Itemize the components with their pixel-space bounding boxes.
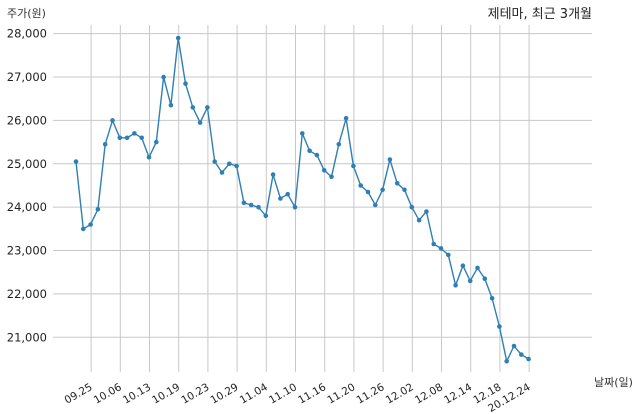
data-point (175, 35, 181, 41)
data-point (241, 200, 247, 206)
data-point (248, 202, 254, 208)
price-series-line (75, 37, 529, 364)
data-point (475, 265, 480, 271)
x-tick-label: 11.10 (267, 381, 299, 406)
y-axis-title: 주가(원) (7, 7, 46, 20)
y-tick-label: 21,000 (7, 330, 47, 344)
x-tick-label: 12.14 (442, 381, 474, 407)
x-axis-title: 날짜(일) (594, 375, 633, 389)
data-point (438, 246, 444, 251)
data-point (467, 278, 473, 284)
y-tick-label: 25,000 (7, 157, 47, 171)
data-point (73, 159, 79, 164)
data-point (351, 163, 356, 169)
data-point (526, 356, 531, 362)
data-point (402, 187, 407, 193)
data-point (511, 343, 517, 349)
data-point (168, 102, 174, 108)
data-point (321, 168, 327, 173)
data-point (365, 189, 371, 195)
data-point (132, 131, 137, 136)
data-point (190, 105, 196, 110)
data-point (394, 181, 400, 186)
data-point (416, 217, 422, 223)
x-tick-label: 11.26 (355, 381, 387, 407)
x-tick-label: 11.04 (238, 381, 270, 407)
data-point (424, 209, 429, 214)
y-tick-label: 28,000 (7, 27, 47, 41)
data-point (431, 241, 437, 247)
y-tick-label: 27,000 (7, 70, 47, 84)
data-point (453, 283, 458, 288)
data-point (212, 159, 217, 164)
data-point (124, 135, 130, 141)
data-point (307, 148, 312, 154)
data-point (497, 324, 502, 329)
data-point (329, 174, 334, 180)
data-point (482, 276, 488, 282)
data-point (197, 120, 203, 125)
y-tick-label: 24,000 (7, 200, 47, 214)
data-point (110, 118, 115, 123)
data-point (95, 207, 101, 212)
data-point (88, 222, 93, 227)
x-tick-label: 10.19 (150, 381, 182, 406)
x-tick-label: 10.23 (179, 381, 211, 406)
x-tick-label: 12.02 (384, 381, 416, 406)
data-point (102, 142, 108, 147)
data-point (146, 155, 152, 160)
data-point (205, 105, 210, 110)
x-tick-label: 11.20 (325, 381, 357, 406)
data-point (270, 172, 276, 177)
data-point (285, 191, 291, 197)
x-axis-tick-labels: 09.2510.0610.1310.1910.2310.2911.0411.10… (63, 381, 533, 414)
data-point (380, 187, 385, 193)
data-point (387, 157, 393, 162)
x-tick-label: 09.25 (63, 381, 95, 406)
data-point (373, 202, 378, 208)
data-point (263, 213, 269, 219)
data-point (234, 163, 239, 169)
data-point (300, 131, 305, 136)
data-point (504, 358, 510, 364)
data-point (227, 161, 232, 167)
x-tick-label: 10.13 (121, 381, 153, 406)
horizontal-gridlines (53, 33, 592, 338)
data-point (117, 135, 123, 141)
data-point (81, 226, 86, 232)
y-axis-tick-labels: 21,000 22,000 23,000 24,000 25,000 26,000 27,0… (7, 27, 47, 345)
y-tick-label: 26,000 (7, 113, 47, 127)
data-point (154, 139, 159, 145)
y-tick-label: 23,000 (7, 244, 47, 258)
x-tick-label: 10.29 (209, 381, 241, 406)
x-tick-label: 12.08 (413, 381, 445, 406)
vertical-gridlines (90, 25, 530, 372)
price-data-points (73, 35, 531, 364)
data-point (519, 352, 524, 357)
data-point (446, 252, 451, 258)
data-point (292, 204, 298, 210)
data-point (409, 204, 415, 210)
data-point (336, 142, 342, 147)
data-point (460, 263, 466, 269)
data-point (161, 74, 166, 80)
data-point (219, 170, 225, 175)
chart-title: 제테마, 최근 3개월 (488, 7, 592, 22)
x-tick-label: 10.06 (92, 381, 124, 407)
data-point (278, 196, 283, 201)
x-tick-label: 11.16 (296, 381, 328, 407)
data-point (343, 116, 349, 121)
data-point (489, 296, 495, 301)
data-point (183, 81, 188, 86)
data-point (314, 152, 320, 158)
y-tick-label: 22,000 (7, 287, 47, 301)
data-point (256, 204, 261, 210)
data-point (139, 135, 144, 141)
data-point (358, 183, 364, 188)
